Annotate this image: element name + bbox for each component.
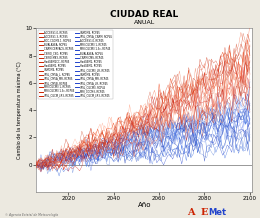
Text: E: E (200, 208, 208, 217)
Text: Met: Met (208, 208, 226, 217)
Text: © Agencia Estatal de Meteorología: © Agencia Estatal de Meteorología (5, 213, 58, 217)
Text: ANUAL: ANUAL (134, 20, 155, 25)
Legend: ACCESS1.0, RCP85, ACCESS1.3, RCP85, BCC-CGCM3.1, RCP85, BUALASEA, RCP85, CNRM-CE: ACCESS1.0, RCP85, ACCESS1.3, RCP85, BCC-… (38, 30, 113, 99)
Y-axis label: Cambio de la temperatura máxima (°C): Cambio de la temperatura máxima (°C) (17, 61, 22, 159)
Text: A: A (187, 208, 195, 217)
X-axis label: Año: Año (138, 202, 151, 208)
Title: CIUDAD REAL: CIUDAD REAL (110, 10, 178, 19)
